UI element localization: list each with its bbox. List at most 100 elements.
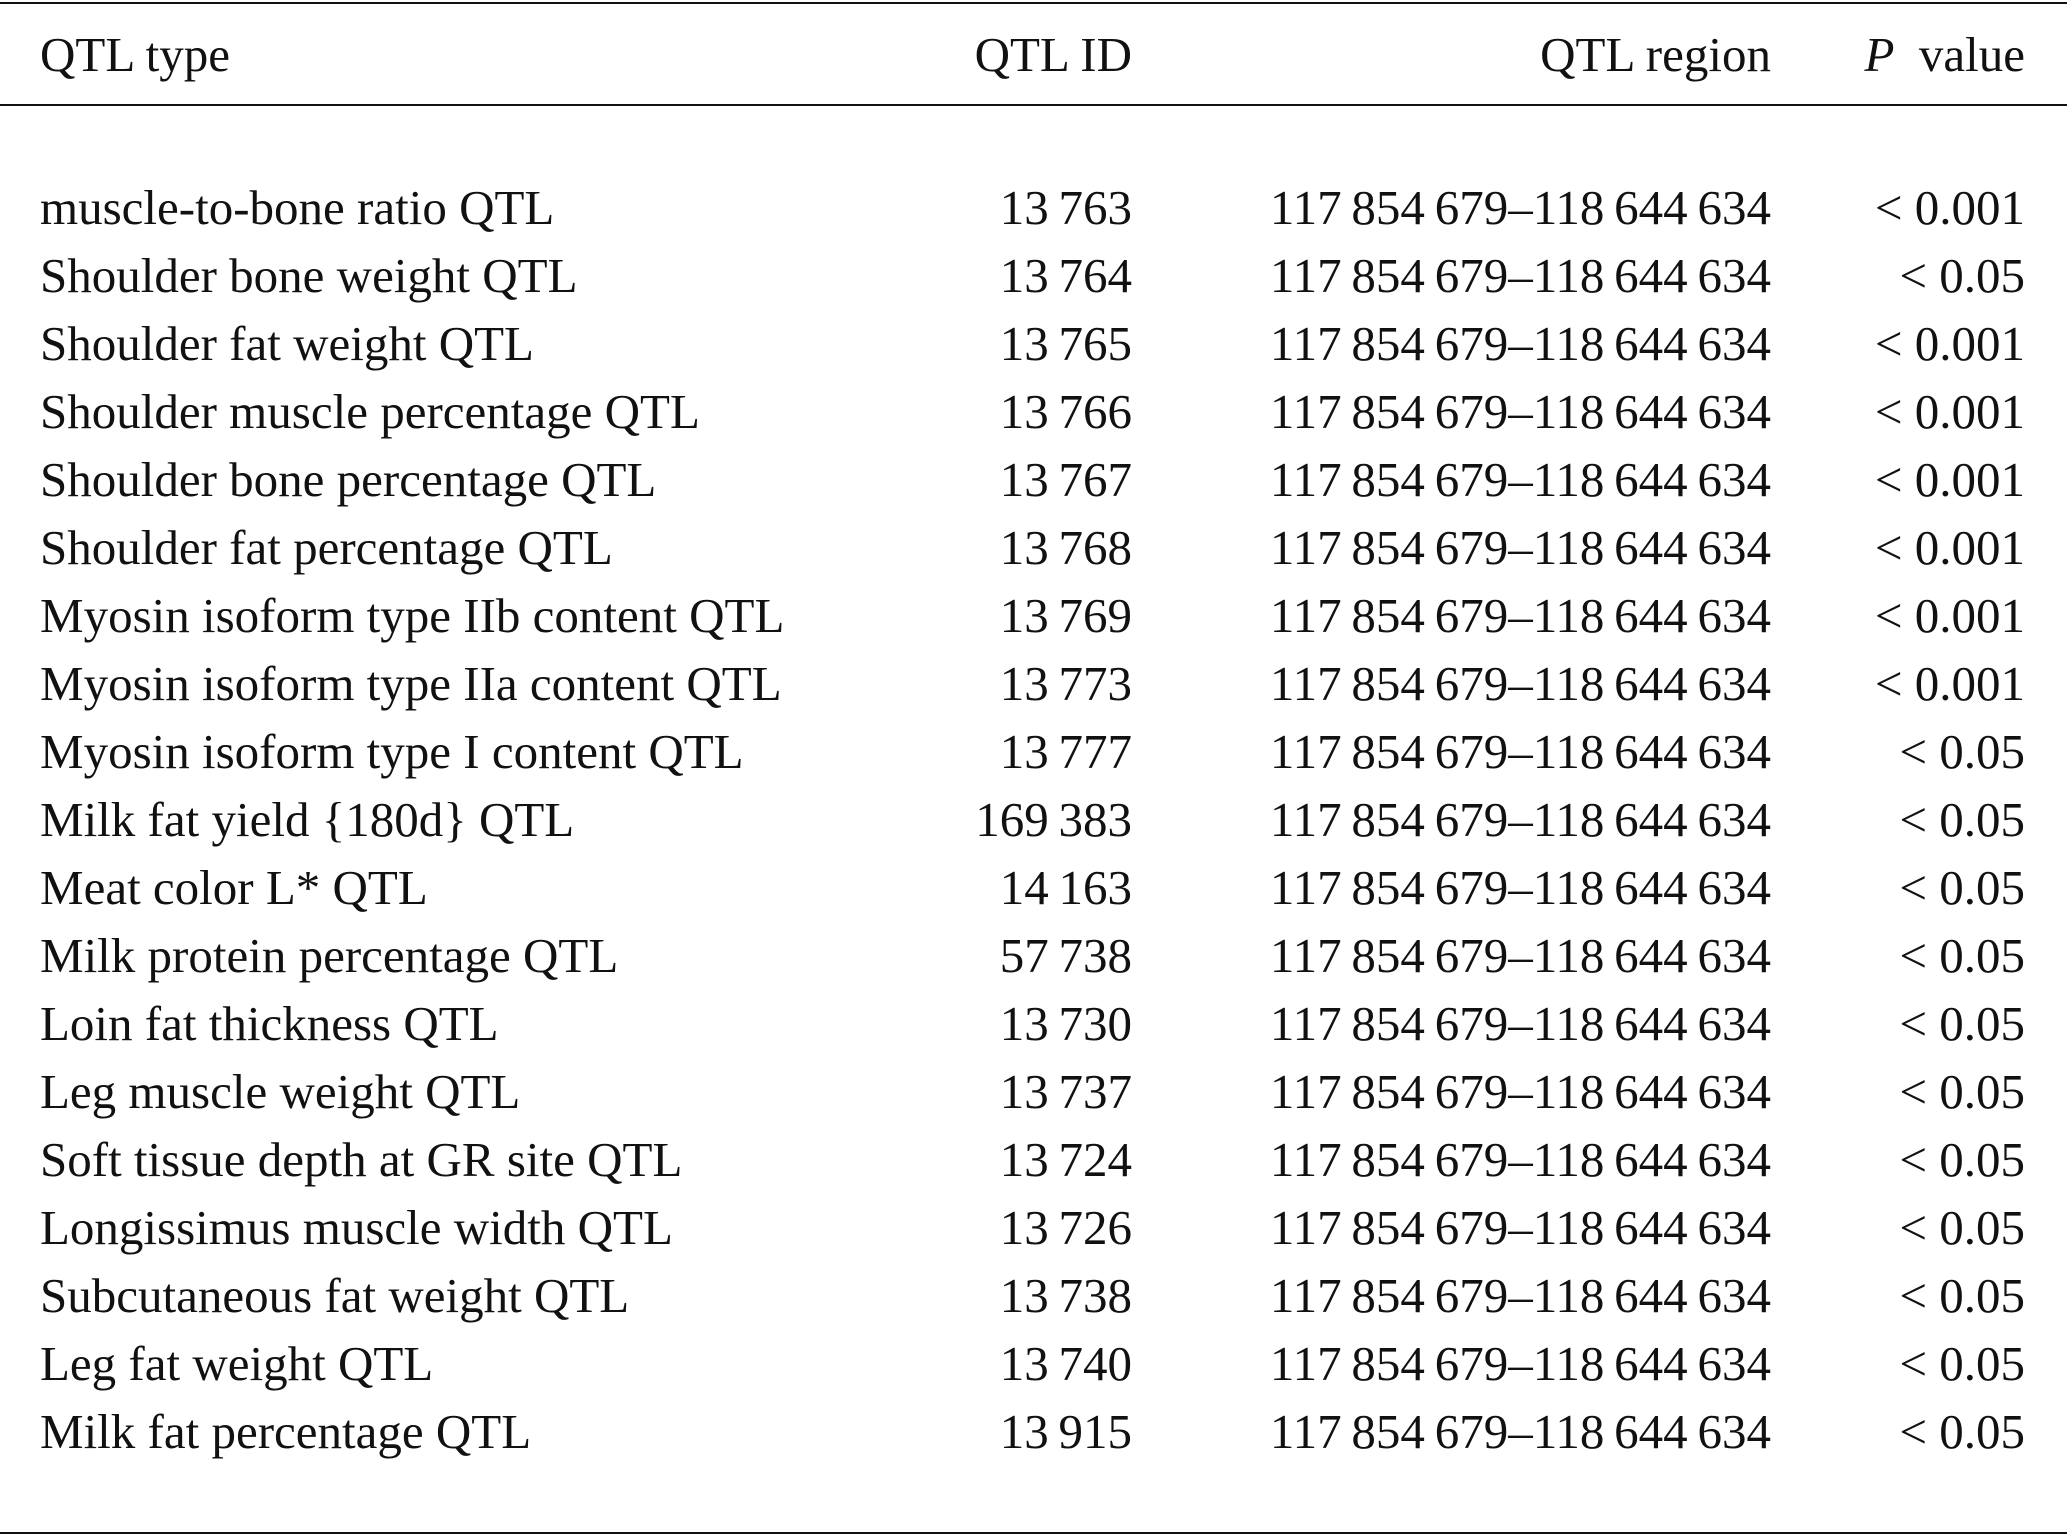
table-cell: Leg muscle weight QTL xyxy=(40,1063,521,1119)
table-cell: < 0.05 xyxy=(1899,1335,2025,1391)
table-cell: 117 854 679–118 644 634 xyxy=(1269,1267,1771,1323)
table-cell: < 0.001 xyxy=(1874,179,2025,235)
header-text: value xyxy=(1918,26,2025,82)
table-cell: Myosin isoform type IIb content QTL xyxy=(40,587,785,643)
table-cell: < 0.05 xyxy=(1899,927,2025,983)
table-cell: Milk fat percentage QTL xyxy=(40,1403,532,1459)
table-cell: Milk protein percentage QTL xyxy=(40,927,619,983)
table-cell: Shoulder muscle percentage QTL xyxy=(40,383,700,439)
table-row: Shoulder bone weight QTL 13 764 117 854 67… xyxy=(0,241,2067,309)
table-row: Leg fat weight QTL 13 740 117 854 679–118 … xyxy=(0,1329,2067,1397)
header-cell: P value xyxy=(1771,3,2067,105)
table-cell: 117 854 679–118 644 634 xyxy=(1269,587,1771,643)
header-row: QTL type QTL ID QTL region P value xyxy=(0,3,2067,105)
table-cell: muscle-to-bone ratio QTL xyxy=(40,179,555,235)
table-cell: Shoulder bone percentage QTL xyxy=(40,451,657,507)
table-cell: < 0.05 xyxy=(1899,1403,2025,1459)
table-cell: 13 915 xyxy=(999,1403,1132,1459)
table-cell: 117 854 679–118 644 634 xyxy=(1269,1131,1771,1187)
table-cell: 117 854 679–118 644 634 xyxy=(1269,655,1771,711)
header-cell: QTL ID xyxy=(974,26,1132,82)
table-cell: 13 730 xyxy=(999,995,1132,1051)
table-cell: < 0.001 xyxy=(1874,655,2025,711)
table-cell: 13 740 xyxy=(999,1335,1132,1391)
table-cell: 13 764 xyxy=(999,247,1132,303)
table-cell: < 0.001 xyxy=(1874,383,2025,439)
table-cell: < 0.05 xyxy=(1899,723,2025,779)
table-cell: 13 773 xyxy=(999,655,1132,711)
table-row: Myosin isoform type I content QTL 13 777 1… xyxy=(0,717,2067,785)
table-row: Shoulder fat percentage QTL 13 768 117 854… xyxy=(0,513,2067,581)
table-cell: < 0.05 xyxy=(1899,1267,2025,1323)
table-cell: < 0.001 xyxy=(1874,315,2025,371)
table-cell: 117 854 679–118 644 634 xyxy=(1269,927,1771,983)
spacer xyxy=(0,1465,2067,1533)
table-cell: 117 854 679–118 644 634 xyxy=(1269,451,1771,507)
table-cell: < 0.05 xyxy=(1899,1199,2025,1255)
table-cell: < 0.001 xyxy=(1874,451,2025,507)
table-row: Leg muscle weight QTL 13 737 117 854 679–1… xyxy=(0,1057,2067,1125)
table-cell: Subcutaneous fat weight QTL xyxy=(40,1267,630,1323)
table-cell: 13 763 xyxy=(999,179,1132,235)
spacer xyxy=(0,105,2067,173)
table-row: Milk fat percentage QTL 13 915 117 854 679… xyxy=(0,1397,2067,1465)
table-cell: 13 767 xyxy=(999,451,1132,507)
table-body: muscle-to-bone ratio QTL 13 763 117 854 67… xyxy=(0,105,2067,1533)
table-cell: < 0.001 xyxy=(1874,587,2025,643)
table-row: muscle-to-bone ratio QTL 13 763 117 854 67… xyxy=(0,173,2067,241)
table-row: Meat color L* QTL 14 163 117 854 679–118 6… xyxy=(0,853,2067,921)
header-cell: QTL region xyxy=(1540,26,1771,82)
table-cell: Myosin isoform type I content QTL xyxy=(40,723,744,779)
table-cell: 117 854 679–118 644 634 xyxy=(1269,1403,1771,1459)
table-cell: < 0.05 xyxy=(1899,1063,2025,1119)
table-cell: 117 854 679–118 644 634 xyxy=(1269,723,1771,779)
table-row: Myosin isoform type IIb content QTL 13 76… xyxy=(0,581,2067,649)
header-cell: QTL type xyxy=(40,26,231,82)
table-cell: 117 854 679–118 644 634 xyxy=(1269,315,1771,371)
table-row: Subcutaneous fat weight QTL 13 738 117 854… xyxy=(0,1261,2067,1329)
table-row: Loin fat thickness QTL 13 730 117 854 679–… xyxy=(0,989,2067,1057)
table-cell: 13 768 xyxy=(999,519,1132,575)
table-row: Milk protein percentage QTL 57 738 117 854… xyxy=(0,921,2067,989)
table-row: Longissimus muscle width QTL 13 726 117 85… xyxy=(0,1193,2067,1261)
table-cell: Shoulder bone weight QTL xyxy=(40,247,578,303)
table-cell: 169 383 xyxy=(975,791,1132,847)
table-cell: Soft tissue depth at GR site QTL xyxy=(40,1131,683,1187)
table-cell: 117 854 679–118 644 634 xyxy=(1269,383,1771,439)
table-cell: Leg fat weight QTL xyxy=(40,1335,434,1391)
table-cell: 13 765 xyxy=(999,315,1132,371)
table-cell: Longissimus muscle width QTL xyxy=(40,1199,673,1255)
table-cell: 117 854 679–118 644 634 xyxy=(1269,995,1771,1051)
table-cell: 13 737 xyxy=(999,1063,1132,1119)
table-row: Shoulder fat weight QTL 13 765 117 854 679… xyxy=(0,309,2067,377)
table-cell: < 0.05 xyxy=(1899,247,2025,303)
table-cell: 117 854 679–118 644 634 xyxy=(1269,247,1771,303)
table-cell: < 0.05 xyxy=(1899,1131,2025,1187)
table-cell: 13 738 xyxy=(999,1267,1132,1323)
table-cell: < 0.05 xyxy=(1899,995,2025,1051)
table-cell: 117 854 679–118 644 634 xyxy=(1269,1335,1771,1391)
table-cell: 117 854 679–118 644 634 xyxy=(1269,859,1771,915)
table-cell: < 0.05 xyxy=(1899,859,2025,915)
header-symbol: P xyxy=(1864,26,1895,82)
table-header: QTL type QTL ID QTL region P value xyxy=(0,3,2067,105)
table-cell: Myosin isoform type IIa content QTL xyxy=(40,655,782,711)
table-cell: 13 777 xyxy=(999,723,1132,779)
table-cell: 14 163 xyxy=(999,859,1132,915)
table-cell: 117 854 679–118 644 634 xyxy=(1269,791,1771,847)
table-cell: 13 766 xyxy=(999,383,1132,439)
table-cell: Meat color L* QTL xyxy=(40,859,428,915)
table-row: Shoulder bone percentage QTL 13 767 117 85… xyxy=(0,445,2067,513)
table-cell: 13 726 xyxy=(999,1199,1132,1255)
table-cell: Milk fat yield {180d} QTL xyxy=(40,791,575,847)
table-cell: Shoulder fat percentage QTL xyxy=(40,519,613,575)
table-cell: 117 854 679–118 644 634 xyxy=(1269,179,1771,235)
table-cell: Loin fat thickness QTL xyxy=(40,995,499,1051)
table-cell: 117 854 679–118 644 634 xyxy=(1269,1199,1771,1255)
table-row: Shoulder muscle percentage QTL 13 766 117 … xyxy=(0,377,2067,445)
table-cell: 57 738 xyxy=(999,927,1132,983)
table-cell: 117 854 679–118 644 634 xyxy=(1269,519,1771,575)
table-cell: 13 724 xyxy=(999,1131,1132,1187)
